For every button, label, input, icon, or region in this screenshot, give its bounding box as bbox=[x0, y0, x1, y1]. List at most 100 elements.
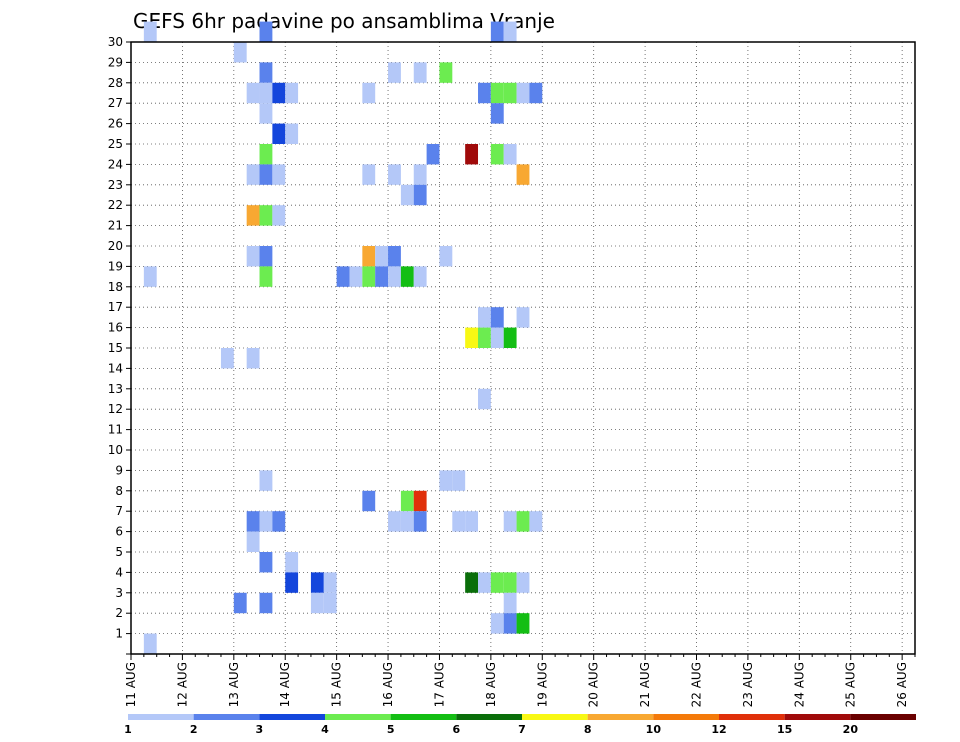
y-tick-label: 14 bbox=[108, 361, 123, 375]
x-tick-label: 23 AUG bbox=[741, 662, 755, 707]
y-tick-label: 28 bbox=[108, 76, 123, 90]
x-tick-label: 11 AUG bbox=[124, 662, 138, 707]
heatmap-cell bbox=[246, 205, 260, 226]
x-tick-label: 20 AUG bbox=[587, 662, 601, 707]
heatmap-cell bbox=[233, 592, 247, 614]
heatmap-cell bbox=[452, 470, 466, 491]
heatmap-cell bbox=[310, 592, 324, 614]
heatmap-cell bbox=[323, 572, 337, 593]
legend-swatch bbox=[456, 714, 522, 720]
heatmap-cell bbox=[362, 82, 376, 104]
heatmap-cell bbox=[259, 592, 273, 614]
heatmap-cell bbox=[362, 490, 376, 512]
legend-swatch bbox=[325, 714, 391, 720]
x-tick-label: 16 AUG bbox=[381, 662, 395, 707]
heatmap-cell bbox=[465, 511, 479, 532]
heatmap-cell bbox=[490, 144, 504, 165]
heatmap-cell bbox=[259, 266, 273, 287]
y-tick-label: 18 bbox=[108, 280, 123, 294]
legend-swatch bbox=[522, 714, 588, 720]
y-tick-label: 15 bbox=[108, 341, 123, 355]
y-tick-label: 17 bbox=[108, 300, 123, 314]
heatmap-cell bbox=[323, 592, 337, 614]
legend-swatch bbox=[587, 714, 654, 720]
heatmap-cell bbox=[503, 511, 517, 532]
heatmap-cell bbox=[246, 511, 260, 532]
heatmap-cell bbox=[413, 490, 427, 512]
heatmap-cell bbox=[400, 266, 414, 287]
legend-label: 12 bbox=[711, 723, 726, 736]
y-tick-label: 9 bbox=[115, 463, 123, 477]
heatmap-cell bbox=[388, 164, 401, 185]
legend-swatch bbox=[259, 714, 325, 720]
y-tick-label: 1 bbox=[115, 627, 123, 641]
heatmap-cell bbox=[259, 470, 273, 491]
heatmap-cell bbox=[143, 21, 157, 42]
heatmap-cell bbox=[285, 552, 299, 573]
heatmap-cell bbox=[336, 266, 350, 287]
heatmap-cell bbox=[503, 613, 517, 634]
heatmap-cell bbox=[285, 82, 299, 104]
heatmap-cell bbox=[272, 205, 286, 226]
y-tick-label: 11 bbox=[108, 423, 123, 437]
chart-title: GEFS 6hr padavine po ansamblima Vranje bbox=[133, 9, 555, 33]
heatmap-cell bbox=[259, 511, 273, 532]
heatmap-cell bbox=[413, 164, 427, 185]
heatmap-cell bbox=[516, 307, 530, 328]
heatmap-cell bbox=[272, 123, 286, 144]
heatmap-cell bbox=[362, 246, 376, 267]
heatmap-cell bbox=[362, 266, 376, 287]
heatmap-cell bbox=[272, 511, 286, 532]
y-tick-label: 23 bbox=[108, 178, 123, 192]
heatmap-cell bbox=[490, 307, 504, 328]
legend-label: 15 bbox=[777, 723, 792, 736]
heatmap-cell bbox=[220, 348, 234, 369]
heatmap-cell bbox=[375, 266, 389, 287]
y-tick-label: 25 bbox=[108, 137, 123, 151]
x-tick-label: 25 AUG bbox=[844, 662, 858, 707]
y-tick-label: 3 bbox=[115, 586, 123, 600]
legend-label: 5 bbox=[387, 723, 395, 736]
x-tick-label: 15 AUG bbox=[330, 662, 344, 707]
heatmap-cell bbox=[503, 572, 517, 593]
heatmap-cell bbox=[400, 490, 414, 512]
heatmap-cell bbox=[503, 82, 517, 104]
legend-swatch bbox=[193, 714, 260, 720]
heatmap-cell bbox=[388, 511, 401, 532]
heatmap-cell bbox=[490, 613, 504, 634]
heatmap-cell bbox=[388, 62, 401, 83]
heatmap-cell bbox=[503, 327, 517, 348]
y-tick-label: 30 bbox=[108, 35, 123, 49]
y-tick-label: 26 bbox=[108, 117, 123, 131]
heatmap-cell bbox=[246, 164, 260, 185]
heatmap-cell bbox=[259, 205, 273, 226]
heatmap-cell bbox=[529, 511, 543, 532]
heatmap-cell bbox=[452, 511, 466, 532]
heatmap-cell bbox=[349, 266, 363, 287]
heatmap-cell bbox=[285, 123, 299, 144]
y-tick-label: 27 bbox=[108, 96, 123, 110]
heatmap-cell bbox=[362, 164, 376, 185]
heatmap-cell bbox=[439, 246, 453, 267]
legend-label: 4 bbox=[321, 723, 329, 736]
heatmap-cell bbox=[259, 144, 273, 165]
legend-swatch bbox=[784, 714, 851, 720]
y-tick-label: 24 bbox=[108, 157, 123, 171]
legend-label: 20 bbox=[843, 723, 859, 736]
heatmap-cell bbox=[478, 388, 491, 410]
y-tick-label: 6 bbox=[115, 525, 123, 539]
heatmap-cell bbox=[143, 266, 157, 287]
heatmap-cell bbox=[478, 572, 491, 593]
heatmap-cell bbox=[375, 246, 389, 267]
y-tick-label: 20 bbox=[108, 239, 123, 253]
heatmap-cell bbox=[272, 164, 286, 185]
y-tick-label: 12 bbox=[108, 402, 123, 416]
y-tick-label: 7 bbox=[115, 504, 123, 518]
heatmap-cell bbox=[503, 144, 517, 165]
legend-label: 2 bbox=[190, 723, 198, 736]
heatmap-cell bbox=[490, 572, 504, 593]
heatmap-cell bbox=[478, 82, 491, 104]
heatmap-cell bbox=[516, 613, 530, 634]
heatmap-cell bbox=[426, 144, 440, 165]
y-axis-ticks: 1234567891011121314151617181920212223242… bbox=[108, 35, 131, 655]
